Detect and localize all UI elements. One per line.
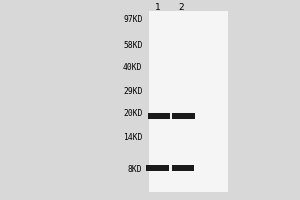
Bar <box>149 11 228 192</box>
Text: 29KD: 29KD <box>123 87 142 96</box>
Text: 58KD: 58KD <box>123 40 142 49</box>
Text: 20KD: 20KD <box>123 109 142 118</box>
Text: 40KD: 40KD <box>123 62 142 72</box>
Bar <box>146 165 169 171</box>
Bar <box>172 165 194 171</box>
Text: 1: 1 <box>154 3 160 12</box>
Text: 2: 2 <box>179 3 184 12</box>
Text: 14KD: 14KD <box>123 134 142 142</box>
Text: 97KD: 97KD <box>123 15 142 24</box>
Text: 8KD: 8KD <box>128 164 142 173</box>
Bar <box>172 113 195 119</box>
Bar <box>148 113 170 119</box>
